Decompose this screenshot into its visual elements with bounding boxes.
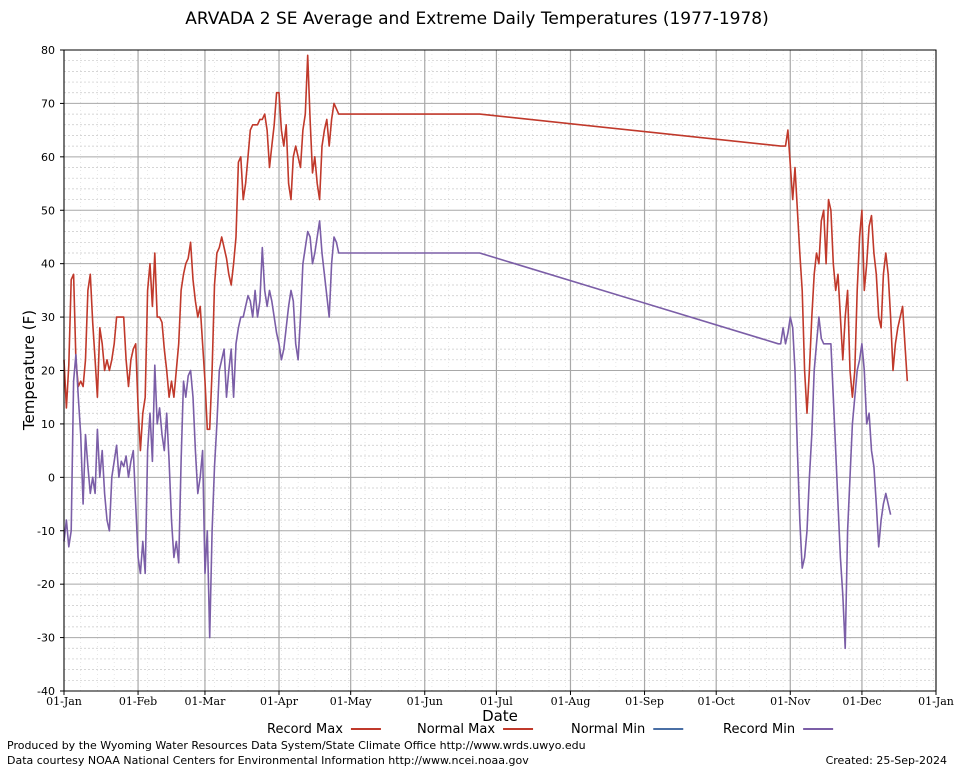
x-tick-label: 01-Jul [480,695,513,708]
y-tick-label: -10 [37,525,55,538]
legend: Record Max Normal Max Normal Min Record Min [267,722,834,737]
footer-credit-line1: Produced by the Wyoming Water Resources … [7,739,586,752]
x-axis-label: Date [482,707,518,725]
chart-title: ARVADA 2 SE Average and Extreme Daily Te… [185,9,769,29]
x-tick-label: 01-Apr [260,695,299,708]
y-tick-label: 50 [41,204,55,217]
x-tick-label: 01-Oct [698,695,736,708]
y-tick-label: -20 [37,578,55,591]
x-tick-label: 01-Aug [551,695,591,708]
y-axis-label: Temperature (F) [20,309,38,431]
x-tick-label: 01-Feb [119,695,157,708]
y-tick-label: 20 [41,365,55,378]
x-tick-label: 01-May [330,695,373,708]
y-tick-label: 60 [41,151,55,164]
x-tick-label: 01-Sep [625,695,664,708]
series-line-record-min [63,220,892,650]
x-tick-label: 01-Jan [918,695,954,708]
y-tick-label: 10 [41,418,55,431]
x-tick-label: 01-Mar [185,695,227,708]
footer-created: Created: 25-Sep-2024 [825,754,947,767]
x-tick-label: 01-Dec [842,695,881,708]
legend-label: Normal Max [417,722,495,737]
y-tick-label: -40 [37,685,55,698]
x-tick-label: 01-Jun [407,695,443,708]
legend-label: Record Min [723,722,795,737]
x-tick-label: 01-Jan [46,695,82,708]
x-tick-label: 01-Nov [770,695,811,708]
y-tick-label: 70 [41,97,55,110]
legend-label: Normal Min [571,722,645,737]
series-line-record-max [63,54,909,452]
footer-credit-line2: Data courtesy NOAA National Centers for … [7,754,529,767]
legend-label: Record Max [267,722,343,737]
y-tick-label: 0 [48,471,55,484]
y-tick-label: -30 [37,632,55,645]
y-tick-label: 80 [41,44,55,57]
y-tick-label: 30 [41,311,55,324]
y-tick-label: 40 [41,258,55,271]
series-lines [63,54,909,650]
